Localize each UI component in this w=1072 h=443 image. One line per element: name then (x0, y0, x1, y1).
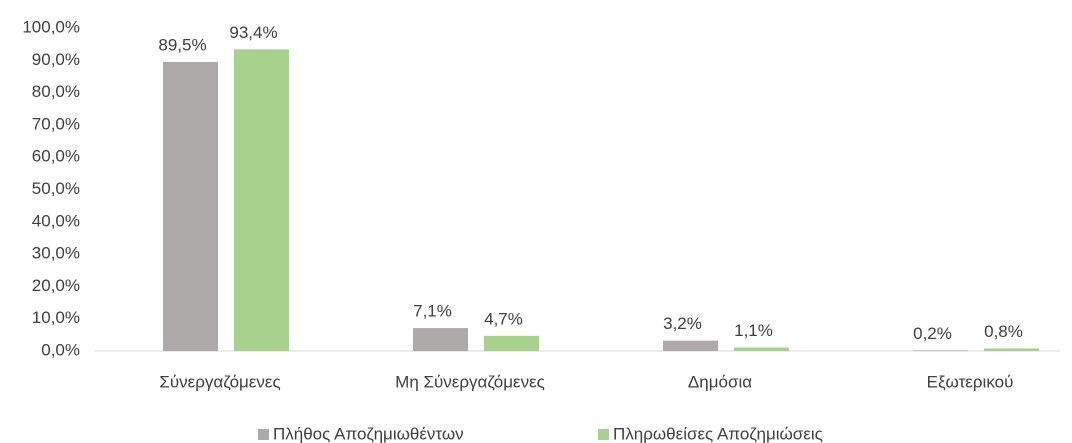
value-label: 3,2% (663, 314, 702, 333)
legend-label: Πλήθος Αποζημιωθέντων (273, 424, 464, 443)
legend-swatch (598, 429, 609, 440)
y-tick-label: 80,0% (32, 82, 80, 101)
value-label: 93,4% (229, 23, 277, 42)
value-label: 4,7% (484, 309, 523, 328)
y-tick-label: 50,0% (32, 179, 80, 198)
bar (163, 61, 218, 351)
value-label: 7,1% (413, 302, 452, 321)
y-tick-label: 30,0% (32, 244, 80, 263)
value-label: 0,2% (913, 324, 952, 343)
y-tick-label: 0,0% (41, 340, 80, 359)
bar (234, 49, 289, 352)
y-tick-label: 60,0% (32, 147, 80, 166)
x-tick-label: Εξωτερικού (927, 372, 1014, 391)
y-tick-label: 20,0% (32, 276, 80, 295)
legend-swatch (258, 429, 269, 440)
legend-label: Πληρωθείσες Αποζημιώσεις (613, 424, 823, 443)
bar (484, 335, 539, 351)
bar (984, 348, 1039, 351)
x-tick-label: Δημόσια (688, 372, 752, 391)
x-tick-label: Σύνεργαζόμενες (159, 372, 280, 391)
y-tick-label: 90,0% (32, 50, 80, 69)
y-tick-label: 10,0% (32, 308, 80, 327)
y-tick-label: 100,0% (22, 17, 80, 36)
bar (413, 328, 468, 351)
value-label: 89,5% (158, 35, 206, 54)
y-tick-label: 40,0% (32, 211, 80, 230)
value-label: 1,1% (734, 321, 773, 340)
y-tick-label: 70,0% (32, 114, 80, 133)
bar (734, 347, 789, 351)
x-tick-label: Μη Σύνεργαζόμενες (395, 372, 545, 391)
value-label: 0,8% (984, 322, 1023, 341)
bar (913, 350, 968, 351)
bar (663, 340, 718, 351)
